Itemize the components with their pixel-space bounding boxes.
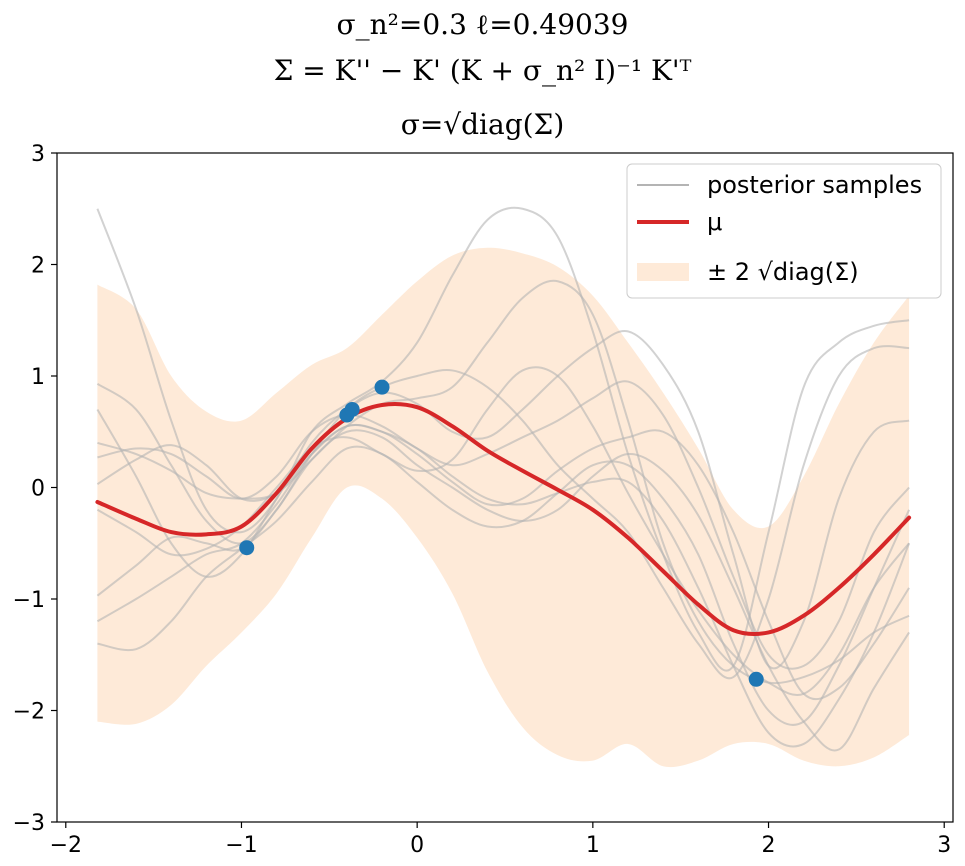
x-tick-label: 2: [762, 833, 776, 858]
chart-title-line-3: σ=√diag(Σ): [400, 108, 565, 141]
x-tick-label: 0: [410, 833, 424, 858]
y-tick-label: 0: [31, 477, 45, 502]
y-tick-label: −2: [13, 700, 45, 725]
observation-point: [344, 401, 360, 417]
x-tick-label: −1: [225, 833, 257, 858]
y-tick-label: 3: [31, 142, 45, 167]
y-tick-label: 1: [31, 365, 45, 390]
posterior-sample-2: [96, 345, 910, 680]
legend-band-label: ± 2 √diag(Σ): [707, 258, 859, 286]
uncertainty-band-layer: [97, 247, 910, 768]
x-tick-label: 3: [937, 833, 951, 858]
observations-layer: [239, 379, 764, 687]
observation-point: [239, 540, 255, 556]
x-tick-label: −2: [50, 833, 82, 858]
legend: posterior samples μ ± 2 √diag(Σ): [626, 163, 942, 299]
posterior-sample-3: [96, 330, 910, 670]
uncertainty-band: [97, 247, 910, 768]
legend-mean-label: μ: [707, 208, 722, 236]
posterior-sample-6: [96, 423, 910, 701]
chart-title-line-1: σ_n²=0.3 ℓ=0.49039: [336, 8, 629, 41]
legend-band-swatch: [637, 263, 689, 281]
mean-line: [95, 401, 912, 637]
y-tick-label: −3: [13, 811, 45, 836]
chart-title-line-2: Σ = K'' − K' (K + σ_n² I)⁻¹ K'ᵀ: [273, 54, 692, 87]
observation-point: [748, 671, 764, 687]
legend-box: [626, 163, 942, 299]
legend-samples-label: posterior samples: [707, 171, 922, 199]
mean-layer: [95, 401, 912, 637]
x-tick-label: 1: [586, 833, 600, 858]
y-tick-label: −1: [13, 588, 45, 613]
y-tick-label: 2: [31, 254, 45, 279]
observation-point: [374, 379, 390, 395]
